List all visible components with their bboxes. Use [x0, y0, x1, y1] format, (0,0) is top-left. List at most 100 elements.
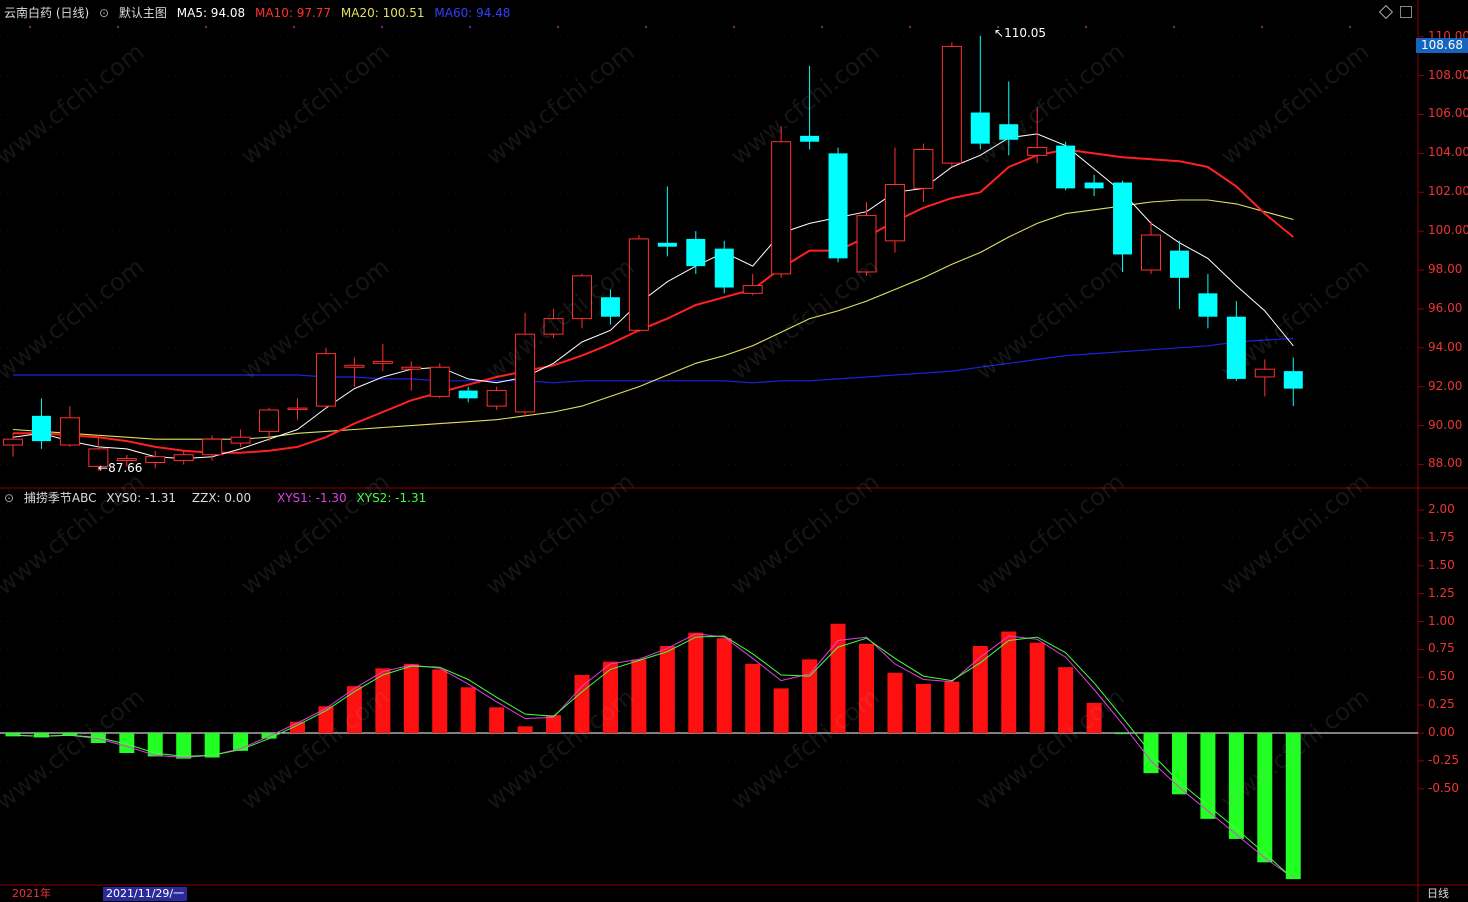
indicator-tick-label: 1.25	[1428, 585, 1455, 600]
candle-body-up	[429, 366, 450, 397]
candle-body-down	[1113, 182, 1133, 255]
ma10-value: MA10: 97.77	[255, 6, 332, 20]
indicator-bar-negative	[62, 733, 78, 736]
ma10-line	[13, 148, 1294, 454]
indicator-bar-negative	[1171, 733, 1187, 795]
candle-body-up	[259, 409, 280, 432]
top-marker-dot	[1261, 26, 1263, 28]
candle-body-up	[287, 407, 308, 411]
indicator-tick-label: 0.00	[1428, 725, 1455, 739]
price-tick-label: 102.00	[1428, 184, 1468, 199]
top-marker-dot	[1173, 26, 1175, 28]
top-marker-dot	[645, 26, 647, 28]
top-marker-dot	[733, 26, 735, 28]
candle-body-up	[145, 456, 166, 464]
indicator-bar-negative	[204, 733, 220, 758]
candle-body-up	[742, 285, 763, 294]
top-marker-dot	[909, 26, 911, 28]
candle-body-down	[970, 112, 990, 144]
candle-body-up	[543, 318, 564, 335]
candle-body-up	[515, 333, 536, 413]
candle-body-down	[1084, 182, 1104, 189]
top-marker-dot	[469, 26, 471, 28]
candle-body-down	[1169, 250, 1189, 278]
price-tick-label: 104.00	[1428, 145, 1468, 160]
candle-body-down	[600, 297, 620, 317]
year-label: 2021年	[12, 887, 51, 900]
indicator-tick-label: -0.50	[1428, 780, 1460, 795]
candle-body-up	[1027, 147, 1048, 156]
indicator-bar-positive	[546, 715, 562, 733]
indicator-name[interactable]: 捕捞季节ABC	[23, 491, 97, 505]
candle-body-down	[828, 153, 848, 259]
candle-body-up	[88, 448, 109, 467]
ma5-line	[12, 133, 1294, 460]
top-marker-dot	[29, 26, 31, 28]
indicator-bar-positive	[489, 707, 505, 733]
indicator-bar-positive	[887, 672, 903, 733]
price-tick-label: 92.00	[1428, 378, 1463, 393]
indicator-bar-negative	[1115, 733, 1131, 735]
candle-body-up	[572, 275, 592, 320]
candle-body-down	[714, 248, 734, 288]
indicator-bar-negative	[1228, 733, 1244, 839]
candle-body-up	[173, 454, 194, 462]
indicator-bar-positive	[1086, 702, 1102, 733]
candle-body-down	[458, 390, 478, 399]
indicator-tick-label: 0.25	[1428, 697, 1455, 712]
indicator-bar-positive	[375, 668, 391, 733]
window-toggle-icon[interactable]	[1400, 6, 1412, 18]
candle-body-up	[315, 353, 336, 407]
indicator-tick-label: 0.75	[1428, 641, 1455, 656]
indicator-bar-positive	[1029, 642, 1045, 733]
candle-body-down	[31, 415, 51, 442]
price-tick-label: 106.00	[1428, 106, 1468, 121]
indicator-bar-positive	[859, 643, 874, 733]
candle-body-down	[800, 135, 820, 142]
candle-body-down	[1283, 371, 1303, 389]
candle-body-up	[344, 364, 365, 368]
ma60-line	[13, 337, 1294, 384]
low-value: 87.66	[108, 461, 143, 475]
indicator-bar-positive	[972, 646, 988, 733]
ma20-value: MA20: 100.51	[340, 6, 425, 20]
indicator-tick-label: 2.00	[1428, 502, 1455, 516]
high-annotation: ↖110.05	[994, 26, 1047, 40]
candle-body-up	[230, 436, 251, 444]
xys1-line	[12, 633, 1294, 879]
indicator-bar-positive	[688, 632, 704, 733]
settings-circle-icon[interactable]: ⊙	[99, 6, 110, 20]
candle-body-down	[686, 238, 706, 267]
candle-body-down	[1198, 293, 1218, 317]
candle-body-up	[202, 438, 223, 456]
ma60-value: MA60: 94.48	[434, 6, 511, 20]
indicator-tick-label: -0.25	[1428, 752, 1460, 767]
top-marker-dot	[205, 26, 207, 28]
indicator-bar-negative	[5, 733, 21, 737]
indicator-bar-positive	[346, 686, 362, 733]
low-annotation: ←87.66	[98, 461, 143, 475]
indicator-bar-positive	[659, 646, 675, 733]
indicator-bar-positive	[802, 659, 818, 733]
candle-body-up	[1254, 368, 1275, 378]
top-marker-dot	[1085, 26, 1087, 28]
candle-body-down	[1226, 316, 1246, 379]
stock-name[interactable]: 云南白药 (日线)	[4, 6, 90, 20]
indicator-bar-negative	[1200, 733, 1216, 819]
indicator-tick-label: 1.00	[1428, 613, 1455, 628]
price-tick-label: 96.00	[1428, 300, 1463, 315]
main-chart-label[interactable]: 默认主图	[118, 6, 167, 20]
xys2-value: XYS2: -1.31	[356, 491, 427, 505]
collapse-icon[interactable]: ⊙	[4, 491, 15, 505]
indicator-bar-positive	[403, 663, 419, 733]
candle-body-down	[657, 242, 677, 247]
date-cursor-label: 2021/11/29/一	[103, 887, 188, 901]
xys1-value: XYS1: -1.30	[276, 491, 347, 505]
period-label[interactable]: 日线	[1427, 887, 1449, 900]
high-value: 110.05	[1004, 26, 1047, 40]
candle-body-up	[913, 148, 934, 189]
indicator-bar-negative	[1257, 733, 1273, 863]
indicator-bar-positive	[574, 675, 590, 733]
indicator-bar-positive	[773, 688, 789, 733]
